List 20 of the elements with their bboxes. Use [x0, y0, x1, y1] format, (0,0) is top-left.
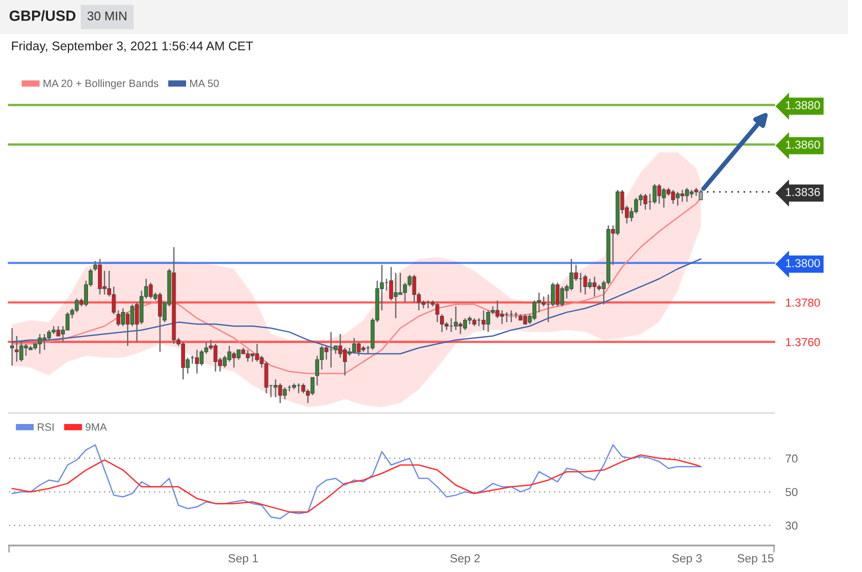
- y-tick-label: 1.3760: [786, 338, 820, 346]
- legend-label: MA 20 + Bollinger Bands: [44, 79, 158, 90]
- legend-label: RSI: [38, 423, 54, 431]
- y-tick-label: 1.3860: [786, 140, 820, 149]
- legend-label: 9MA: [86, 423, 107, 431]
- chart-subtitle: Friday, September 3, 2021 1:56:44 AM CET: [12, 41, 253, 53]
- x-tick-label: Sep 1: [228, 554, 258, 565]
- text: 30 MIN: [87, 12, 126, 20]
- text: Sep 15: [738, 554, 774, 565]
- chart-title: GBP/USD: [10, 10, 76, 22]
- y-tick-label: 30: [786, 522, 798, 530]
- y-tick-label: 1.3836: [786, 188, 820, 196]
- y-tick-label: 1.3880: [786, 101, 820, 110]
- y-tick-label: 1.3800: [786, 259, 820, 268]
- x-tick-label: Sep 3: [672, 554, 702, 565]
- y-tick-label: 1.3780: [786, 298, 820, 307]
- legend-label: MA 50: [190, 80, 219, 88]
- y-tick-label: 70: [786, 454, 798, 463]
- y-tick-label: 50: [786, 488, 798, 496]
- x-tick-label: Sep 2: [450, 554, 480, 565]
